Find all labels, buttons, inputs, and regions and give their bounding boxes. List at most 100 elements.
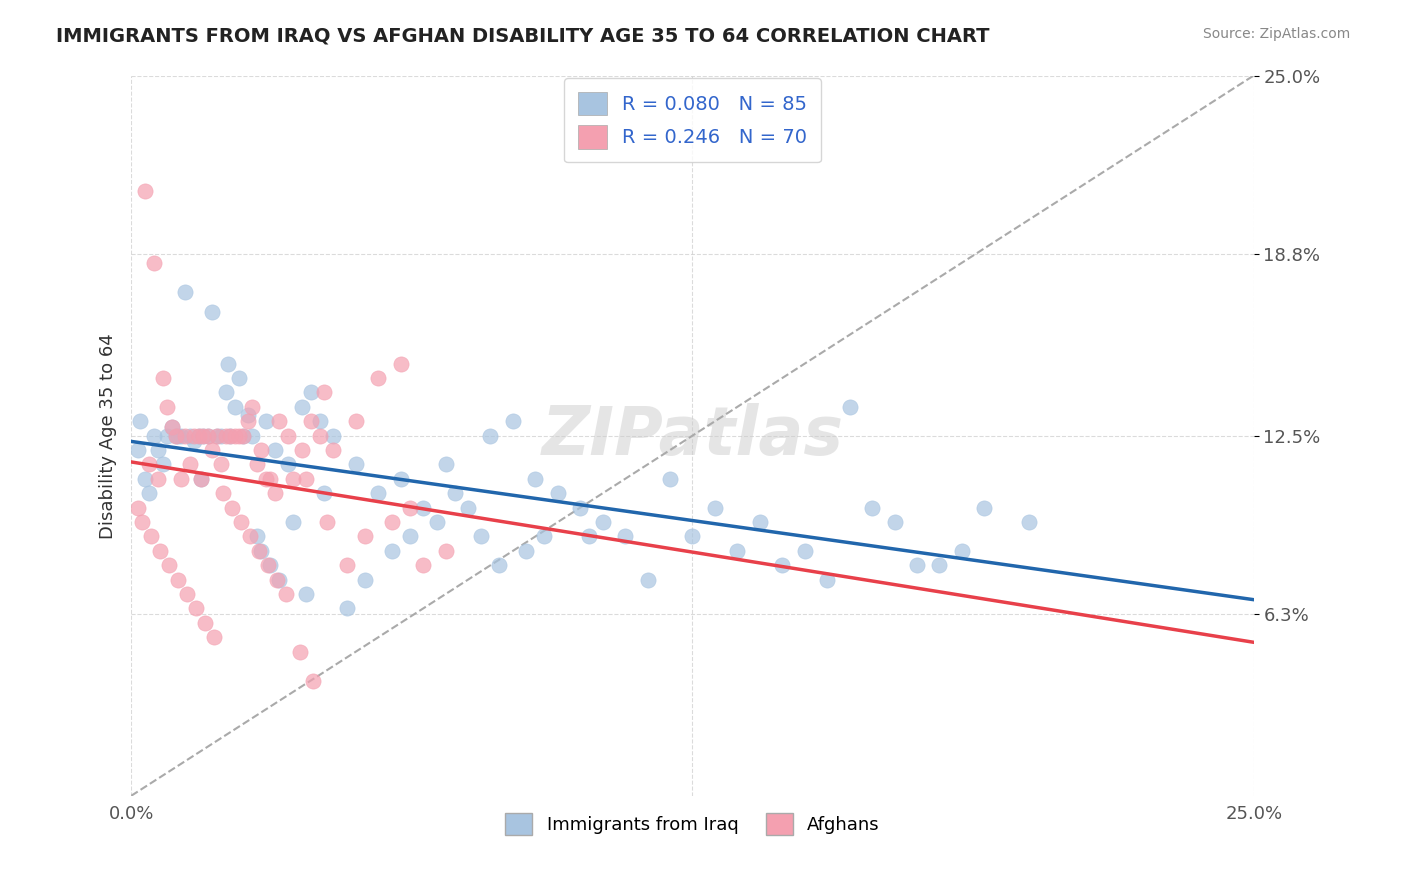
Point <box>165 428 187 442</box>
Point <box>214 385 236 400</box>
Point <box>191 428 214 442</box>
Point <box>264 443 287 458</box>
Point <box>167 428 190 442</box>
Point <box>157 558 180 573</box>
Point <box>228 371 250 385</box>
Point <box>614 529 637 543</box>
Point <box>381 515 404 529</box>
Point <box>637 573 659 587</box>
Point <box>232 428 254 442</box>
Point <box>336 601 359 615</box>
Point <box>127 443 149 458</box>
Point <box>470 529 492 543</box>
Point <box>202 630 225 644</box>
Point <box>515 544 537 558</box>
Point <box>398 529 420 543</box>
Point <box>457 500 479 515</box>
Point <box>183 428 205 442</box>
Text: ZIPatlas: ZIPatlas <box>541 402 844 468</box>
Point <box>389 472 412 486</box>
Point <box>239 529 262 543</box>
Point <box>142 428 165 442</box>
Point <box>254 472 277 486</box>
Point <box>533 529 555 543</box>
Point <box>314 385 336 400</box>
Point <box>277 428 299 442</box>
Point <box>367 486 389 500</box>
Point <box>308 414 330 428</box>
Point <box>928 558 950 573</box>
Point <box>236 409 259 423</box>
Point <box>302 673 325 688</box>
Point <box>138 486 160 500</box>
Point <box>169 428 191 442</box>
Point <box>141 529 163 543</box>
Point <box>152 458 174 472</box>
Point <box>209 458 232 472</box>
Point <box>148 472 170 486</box>
Point <box>524 472 547 486</box>
Point <box>299 385 322 400</box>
Point <box>224 400 246 414</box>
Point <box>179 458 201 472</box>
Point <box>443 486 465 500</box>
Point <box>187 428 209 442</box>
Point <box>353 529 375 543</box>
Point <box>217 357 239 371</box>
Point <box>315 515 337 529</box>
Point <box>232 428 254 442</box>
Point <box>142 256 165 270</box>
Point <box>259 558 281 573</box>
Point <box>748 515 770 529</box>
Point <box>197 428 219 442</box>
Point <box>344 458 367 472</box>
Point <box>314 486 336 500</box>
Point <box>488 558 510 573</box>
Point <box>224 428 246 442</box>
Point <box>299 414 322 428</box>
Point <box>219 428 242 442</box>
Point <box>152 371 174 385</box>
Point <box>156 400 179 414</box>
Point <box>190 472 212 486</box>
Point <box>149 544 172 558</box>
Point <box>160 420 183 434</box>
Point <box>281 515 304 529</box>
Point <box>131 515 153 529</box>
Point <box>276 587 298 601</box>
Point <box>191 428 214 442</box>
Point <box>174 428 197 442</box>
Point <box>254 414 277 428</box>
Point <box>264 486 287 500</box>
Point <box>569 500 592 515</box>
Point <box>201 305 224 319</box>
Point <box>502 414 524 428</box>
Point <box>236 414 259 428</box>
Text: Source: ZipAtlas.com: Source: ZipAtlas.com <box>1202 27 1350 41</box>
Point <box>682 529 704 543</box>
Point <box>322 428 344 442</box>
Legend: R = 0.080   N = 85, R = 0.246   N = 70: R = 0.080 N = 85, R = 0.246 N = 70 <box>564 78 821 162</box>
Point <box>197 428 219 442</box>
Point <box>973 500 995 515</box>
Point <box>221 500 243 515</box>
Point <box>134 472 156 486</box>
Point <box>592 515 614 529</box>
Point <box>426 515 449 529</box>
Point <box>815 573 838 587</box>
Point <box>1018 515 1040 529</box>
Point <box>322 443 344 458</box>
Point <box>860 500 883 515</box>
Point <box>205 428 228 442</box>
Point <box>269 414 291 428</box>
Point <box>129 414 152 428</box>
Point <box>659 472 682 486</box>
Point <box>247 544 270 558</box>
Point <box>266 573 288 587</box>
Point <box>479 428 502 442</box>
Point <box>228 428 250 442</box>
Point <box>165 428 187 442</box>
Point <box>231 515 253 529</box>
Point <box>291 443 314 458</box>
Point <box>725 544 748 558</box>
